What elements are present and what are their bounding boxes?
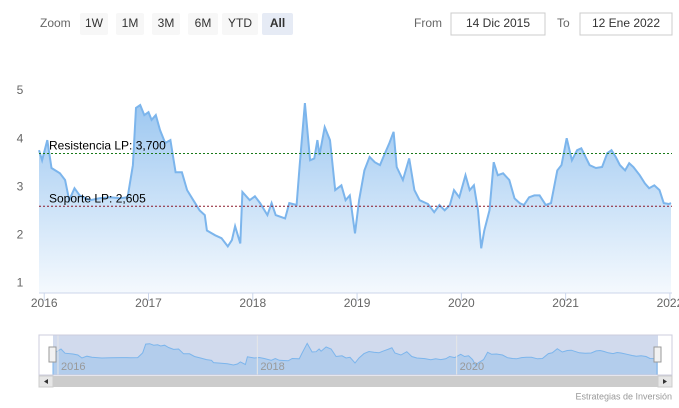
range-button[interactable]: 3M bbox=[152, 13, 180, 35]
scrollbar-arrow bbox=[44, 379, 48, 384]
x-tick-label: 2016 bbox=[31, 296, 58, 310]
from-input[interactable] bbox=[450, 12, 546, 36]
range-button-label[interactable]: YTD bbox=[228, 16, 252, 30]
scrollbar-thumb[interactable] bbox=[53, 376, 658, 387]
y-tick-label: 2 bbox=[17, 227, 24, 241]
plot-line-label: Soporte LP: 2,605 bbox=[49, 191, 146, 205]
range-button-label[interactable]: 6M bbox=[195, 16, 212, 30]
range-button-label[interactable]: 1M bbox=[122, 16, 139, 30]
to-label: To bbox=[557, 16, 570, 30]
y-tick-label: 5 bbox=[17, 83, 24, 97]
y-tick-label: 1 bbox=[17, 276, 24, 290]
navigator-tick-label: 2016 bbox=[61, 361, 85, 373]
navigator-area bbox=[52, 342, 658, 376]
range-button-bg[interactable] bbox=[116, 13, 144, 35]
range-button-bg[interactable] bbox=[262, 13, 293, 35]
range-button[interactable]: All bbox=[262, 13, 293, 35]
to-value[interactable]: 12 Ene 2022 bbox=[592, 16, 660, 30]
y-tick-label: 3 bbox=[17, 179, 24, 193]
range-button[interactable]: 1W bbox=[80, 13, 108, 35]
navigator-outline bbox=[38, 334, 673, 376]
line bbox=[38, 103, 672, 249]
credits[interactable]: Estrategias de Inversión bbox=[575, 391, 672, 401]
navigator-handle[interactable] bbox=[653, 346, 662, 363]
navigator-mask bbox=[53, 335, 658, 375]
navigator-tick-label: 2018 bbox=[260, 361, 284, 373]
range-button-bg[interactable] bbox=[80, 13, 108, 35]
range-button-bg[interactable] bbox=[188, 13, 218, 35]
x-tick-label: 2019 bbox=[344, 296, 371, 310]
range-button-bg[interactable] bbox=[222, 13, 258, 35]
x-tick-label: 2020 bbox=[448, 296, 475, 310]
range-button-label[interactable]: 3M bbox=[158, 16, 175, 30]
x-tick-label: 2018 bbox=[239, 296, 266, 310]
x-tick-label: 2017 bbox=[135, 296, 162, 310]
from-value[interactable]: 14 Dic 2015 bbox=[466, 16, 530, 30]
navigator-tick-label: 2020 bbox=[460, 361, 484, 373]
navigator-handle[interactable] bbox=[48, 346, 57, 363]
range-button-label[interactable]: All bbox=[270, 16, 285, 30]
plot-line-label: Resistencia LP: 3,700 bbox=[49, 139, 166, 153]
range-button[interactable]: 1M bbox=[116, 13, 144, 35]
from-label: From bbox=[414, 16, 442, 30]
scrollbar-arrow bbox=[663, 379, 667, 384]
x-tick-label: 2022 bbox=[657, 296, 679, 310]
zoom-label: Zoom bbox=[40, 16, 71, 30]
x-tick-label: 2021 bbox=[552, 296, 579, 310]
to-input[interactable] bbox=[579, 12, 673, 36]
y-tick-label: 4 bbox=[17, 131, 24, 145]
range-button-label[interactable]: 1W bbox=[85, 16, 104, 30]
range-button[interactable]: YTD bbox=[222, 13, 258, 35]
area bbox=[39, 103, 671, 293]
range-button-bg[interactable] bbox=[152, 13, 180, 35]
range-button[interactable]: 6M bbox=[188, 13, 218, 35]
